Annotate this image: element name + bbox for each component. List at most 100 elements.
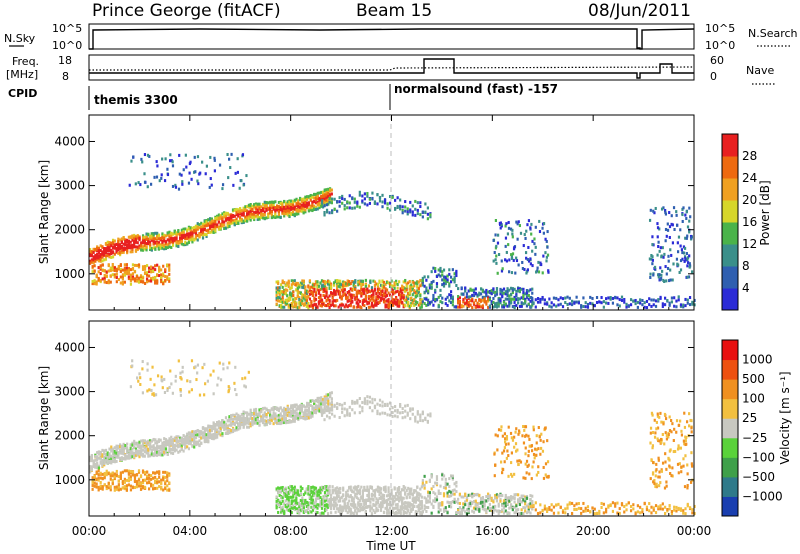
power-echo-cell — [129, 250, 132, 254]
velocity-echo-cell — [117, 488, 120, 492]
power-echo-cell — [349, 298, 352, 302]
power-echo-cell — [688, 219, 691, 223]
power-echo-cell — [308, 279, 312, 283]
power-echo-cell — [313, 196, 316, 200]
power-echo-cell — [214, 229, 217, 233]
velocity-echo-cell — [129, 484, 133, 488]
power-echo-cell — [653, 211, 656, 215]
velocity-echo-cell — [304, 417, 307, 421]
velocity-echo-cell — [247, 425, 251, 429]
power-echo-cell — [648, 303, 651, 307]
velocity-echo-cell — [256, 412, 259, 416]
power-echo-cell — [115, 267, 118, 271]
velocity-echo-cell — [110, 449, 113, 453]
power-echo-cell — [375, 298, 378, 302]
power-echo-cell — [281, 293, 284, 297]
power-echo-cell — [419, 284, 422, 288]
power-echo-cell — [120, 246, 123, 250]
power-echo-cell — [648, 257, 651, 261]
power-echo-cell — [277, 280, 280, 284]
power-echo-cell — [318, 196, 321, 200]
power-echo-cell — [595, 295, 599, 299]
power-echo-cell — [307, 203, 311, 207]
power-echo-cell — [343, 197, 346, 201]
power-echo-cell — [520, 296, 523, 300]
velocity-echo-cell — [91, 484, 94, 488]
power-echo-cell — [240, 213, 243, 217]
velocity-echo-cell — [198, 443, 201, 447]
power-echo-cell — [671, 278, 674, 282]
power-echo-cell — [108, 252, 111, 256]
velocity-echo-cell — [306, 413, 309, 417]
power-echo-cell — [559, 296, 562, 300]
velocity-echo-cell — [115, 448, 118, 452]
velocity-echo-cell — [129, 477, 133, 481]
power-echo-cell — [435, 297, 439, 301]
power-echo-cell — [504, 244, 507, 248]
power-echo-cell — [327, 199, 330, 203]
power-echo-cell — [685, 252, 688, 256]
velocity-echo-cell — [152, 476, 155, 480]
power-echo-cell — [441, 270, 444, 274]
power-echo-cell — [281, 290, 284, 294]
velocity-echo-cell — [237, 417, 240, 421]
power-echo-cell — [388, 208, 392, 212]
power-echo-cell — [316, 281, 319, 285]
velocity-echo-cell — [233, 417, 236, 421]
velocity-echo-cell — [150, 474, 153, 478]
velocity-echo-cell — [297, 418, 300, 422]
power-echo-cell — [378, 301, 381, 305]
power-echo-cell — [325, 208, 329, 212]
power-echo-cell — [676, 241, 679, 245]
power-echo-cell — [314, 291, 318, 295]
velocity-echo-cell — [274, 414, 277, 418]
power-echo-cell — [191, 226, 194, 230]
velocity-echo-cell — [224, 426, 228, 430]
power-echo-cell — [171, 160, 174, 164]
power-echo-cell — [439, 269, 442, 273]
power-echo-cell — [304, 288, 307, 292]
power-echo-cell — [656, 253, 659, 257]
power-echo-cell — [381, 280, 384, 284]
velocity-echo-cell — [152, 437, 155, 441]
velocity-echo-cell — [289, 490, 292, 494]
power-echo-cell — [437, 273, 440, 277]
power-echo-cell — [464, 296, 467, 300]
power-echo-cell — [533, 237, 536, 241]
velocity-echo-cell — [295, 411, 298, 415]
power-echo-cell — [295, 305, 298, 309]
power-echo-cell — [203, 224, 206, 228]
power-echo-cell — [156, 231, 159, 235]
power-echo-cell — [392, 292, 395, 296]
velocity-echo-cell — [157, 439, 161, 443]
power-echo-cell — [305, 304, 308, 308]
velocity-echo-cell — [122, 449, 125, 453]
power-echo-cell — [145, 277, 149, 281]
power-echo-cell — [127, 246, 131, 250]
velocity-echo-cell — [316, 404, 319, 408]
power-echo-cell — [297, 200, 300, 204]
power-echo-cell — [246, 205, 249, 209]
power-echo-cell — [125, 270, 129, 274]
power-colorbar-segment — [722, 178, 738, 201]
power-echo-cell — [235, 217, 238, 221]
velocity-echo-cell — [117, 455, 120, 459]
power-echo-cell — [618, 298, 621, 302]
power-echo-cell — [441, 278, 444, 282]
power-echo-cell — [373, 301, 377, 305]
power-echo-cell — [119, 281, 122, 285]
power-echo-cell — [478, 305, 481, 309]
velocity-echo-cell — [97, 488, 100, 492]
velocity-echo-cell — [284, 505, 287, 509]
velocity-echo-cell — [129, 455, 132, 459]
power-echo-cell — [349, 293, 352, 297]
power-echo-cell — [143, 243, 146, 247]
power-echo-cell — [217, 225, 221, 229]
velocity-echo-cell — [316, 400, 319, 404]
power-echo-cell — [689, 234, 693, 238]
power-echo-cell — [311, 293, 315, 297]
velocity-echo-cell — [313, 406, 316, 410]
velocity-echo-cell — [160, 485, 163, 489]
power-echo-cell — [518, 304, 522, 308]
